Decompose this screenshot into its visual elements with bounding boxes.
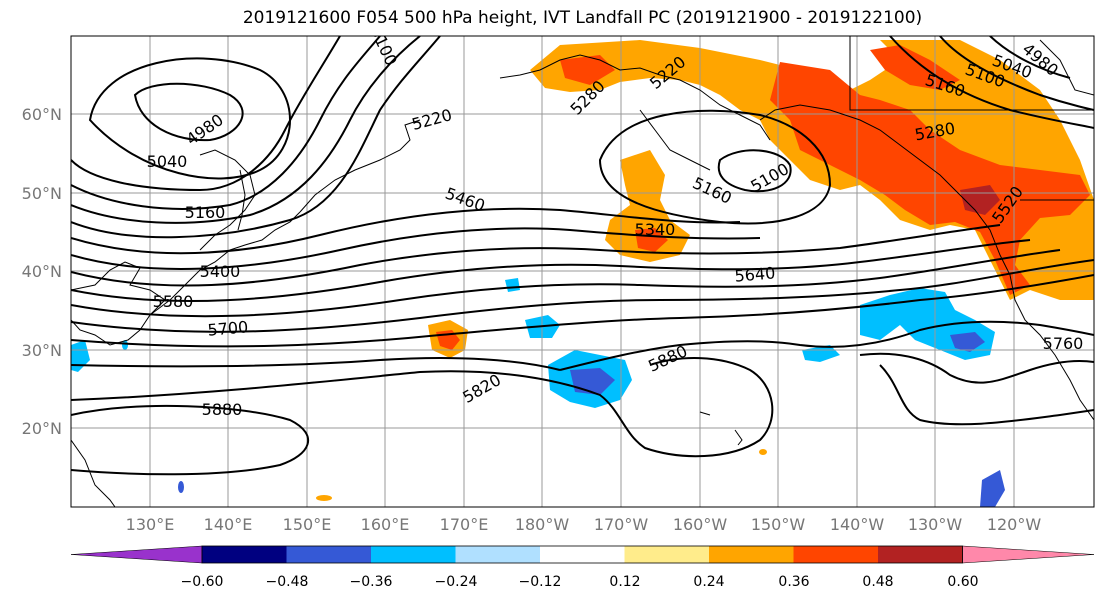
lat-label: 60°N bbox=[22, 105, 62, 124]
contour-label: 5340 bbox=[635, 220, 676, 239]
colorbar-segment bbox=[878, 546, 963, 563]
colorbar-tick-label: 0.48 bbox=[862, 574, 893, 590]
lon-label: 160°W bbox=[673, 515, 728, 534]
lon-label: 130°E bbox=[126, 515, 175, 534]
colorbar-tick-label: −0.36 bbox=[350, 574, 393, 590]
colorbar-tick-label: 0.36 bbox=[778, 574, 809, 590]
colorbar-extend-low bbox=[70, 545, 203, 564]
latitude-labels: 60°N 50°N 40°N 30°N 20°N bbox=[22, 105, 62, 438]
lat-label: 20°N bbox=[22, 419, 62, 438]
colorbar-segment bbox=[709, 546, 794, 563]
colorbar-segment bbox=[540, 546, 625, 563]
lon-label: 140°W bbox=[830, 515, 885, 534]
colorbar-tick-label: −0.12 bbox=[519, 574, 562, 590]
colorbar-segment bbox=[286, 546, 372, 563]
contour-label: 5220 bbox=[410, 105, 454, 134]
lon-label: 120°W bbox=[987, 515, 1042, 534]
contour-label: 5580 bbox=[153, 292, 194, 311]
lat-label: 50°N bbox=[22, 184, 62, 203]
colorbar-tick-label: 0.24 bbox=[693, 574, 724, 590]
contour-label: 5700 bbox=[207, 317, 249, 339]
ivt-positive-shading bbox=[316, 40, 1094, 501]
contour-label: 5640 bbox=[734, 263, 776, 285]
colorbar-segment bbox=[202, 546, 287, 563]
colorbar-segment bbox=[371, 546, 456, 563]
map-frame bbox=[70, 35, 1095, 508]
contour-label: 4980 bbox=[183, 110, 227, 149]
colorbar-outline bbox=[201, 545, 963, 564]
contour-label: 5880 bbox=[202, 400, 243, 419]
contour-label: 5160 bbox=[690, 173, 735, 207]
lon-label: 180°W bbox=[515, 515, 570, 534]
height-contours bbox=[71, 36, 1094, 476]
lon-label: 160°E bbox=[361, 515, 410, 534]
plot-title: 2019121600 F054 500 hPa height, IVT Land… bbox=[242, 8, 923, 28]
lon-label: 170°E bbox=[440, 515, 489, 534]
lon-label: 170°W bbox=[594, 515, 649, 534]
contour-label: 5400 bbox=[200, 262, 241, 281]
contour-label: 5040 bbox=[147, 152, 188, 171]
lon-label: 150°W bbox=[751, 515, 806, 534]
lon-label: 140°E bbox=[204, 515, 253, 534]
colorbar-segment bbox=[455, 546, 541, 563]
colorbar-tick-labels: −0.60 −0.48 −0.36 −0.24 −0.12 0.12 0.24 … bbox=[181, 574, 979, 590]
contour-label: 5160 bbox=[185, 203, 226, 222]
lon-label: 130°W bbox=[908, 515, 963, 534]
contour-label: 5760 bbox=[1043, 334, 1084, 353]
colorbar-extend-high bbox=[962, 545, 1095, 564]
colorbar-tick-label: −0.60 bbox=[181, 574, 224, 590]
lat-label: 40°N bbox=[22, 262, 62, 281]
ivt-negative-shading bbox=[71, 278, 1005, 507]
colorbar-tick-label: −0.24 bbox=[435, 574, 478, 590]
longitude-labels: 130°E 140°E 150°E 160°E 170°E 180°W 170°… bbox=[126, 515, 1042, 534]
colorbar bbox=[70, 545, 1095, 564]
colorbar-tick-label: 0.12 bbox=[609, 574, 640, 590]
lon-label: 150°E bbox=[283, 515, 332, 534]
colorbar-tick-label: −0.48 bbox=[266, 574, 309, 590]
colorbar-tick-label: 0.60 bbox=[947, 574, 978, 590]
graticule bbox=[71, 36, 1094, 507]
colorbar-segment bbox=[624, 546, 710, 563]
lat-label: 30°N bbox=[22, 341, 62, 360]
contour-label: 5820 bbox=[459, 370, 504, 407]
map-area: 5100 4980 5040 5160 5220 5280 5220 5160 … bbox=[71, 36, 1094, 507]
colorbar-segment bbox=[793, 546, 879, 563]
